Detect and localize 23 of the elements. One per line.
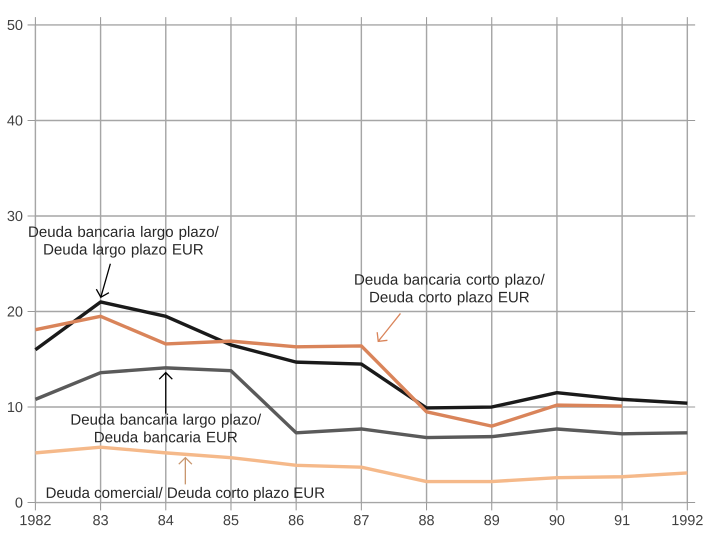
x-tick-label: 84 — [158, 514, 174, 526]
x-tick-label: 1982 — [20, 514, 51, 526]
series-label: Deuda comercial/ Deuda corto plazo EUR — [46, 486, 324, 501]
x-tick-label: 83 — [93, 514, 108, 526]
text: Deuda bancaria corto plazo/ Deuda corto plazo EUR — [355, 274, 545, 306]
x-tick-label: 1992 — [672, 514, 703, 526]
y-tick-label: 20 — [8, 306, 22, 317]
x-tick-label: 87 — [354, 514, 369, 526]
line-series — [34, 314, 624, 428]
x-tick-label: 91 — [614, 514, 630, 526]
line-series — [34, 445, 690, 484]
y-tick-label: 10 — [8, 402, 22, 412]
x-tick-label: 89 — [484, 514, 500, 526]
y-tick-label: 40 — [7, 115, 22, 126]
text: Deuda bancaria largo plazo/ Deuda largo plazo EUR — [29, 226, 219, 258]
y-tick-label: 0 — [15, 497, 22, 508]
x-tick-label: 90 — [550, 514, 564, 526]
x-tick-label: 85 — [224, 514, 238, 526]
series-label: Deuda bancaria largo plazo/ Deuda bancaria EUR — [72, 414, 262, 442]
y-tick-label: 50 — [8, 20, 22, 30]
x-tick-label: 88 — [419, 514, 434, 526]
y-tick-label: 30 — [7, 210, 22, 221]
x-tick-label: 86 — [288, 514, 304, 526]
